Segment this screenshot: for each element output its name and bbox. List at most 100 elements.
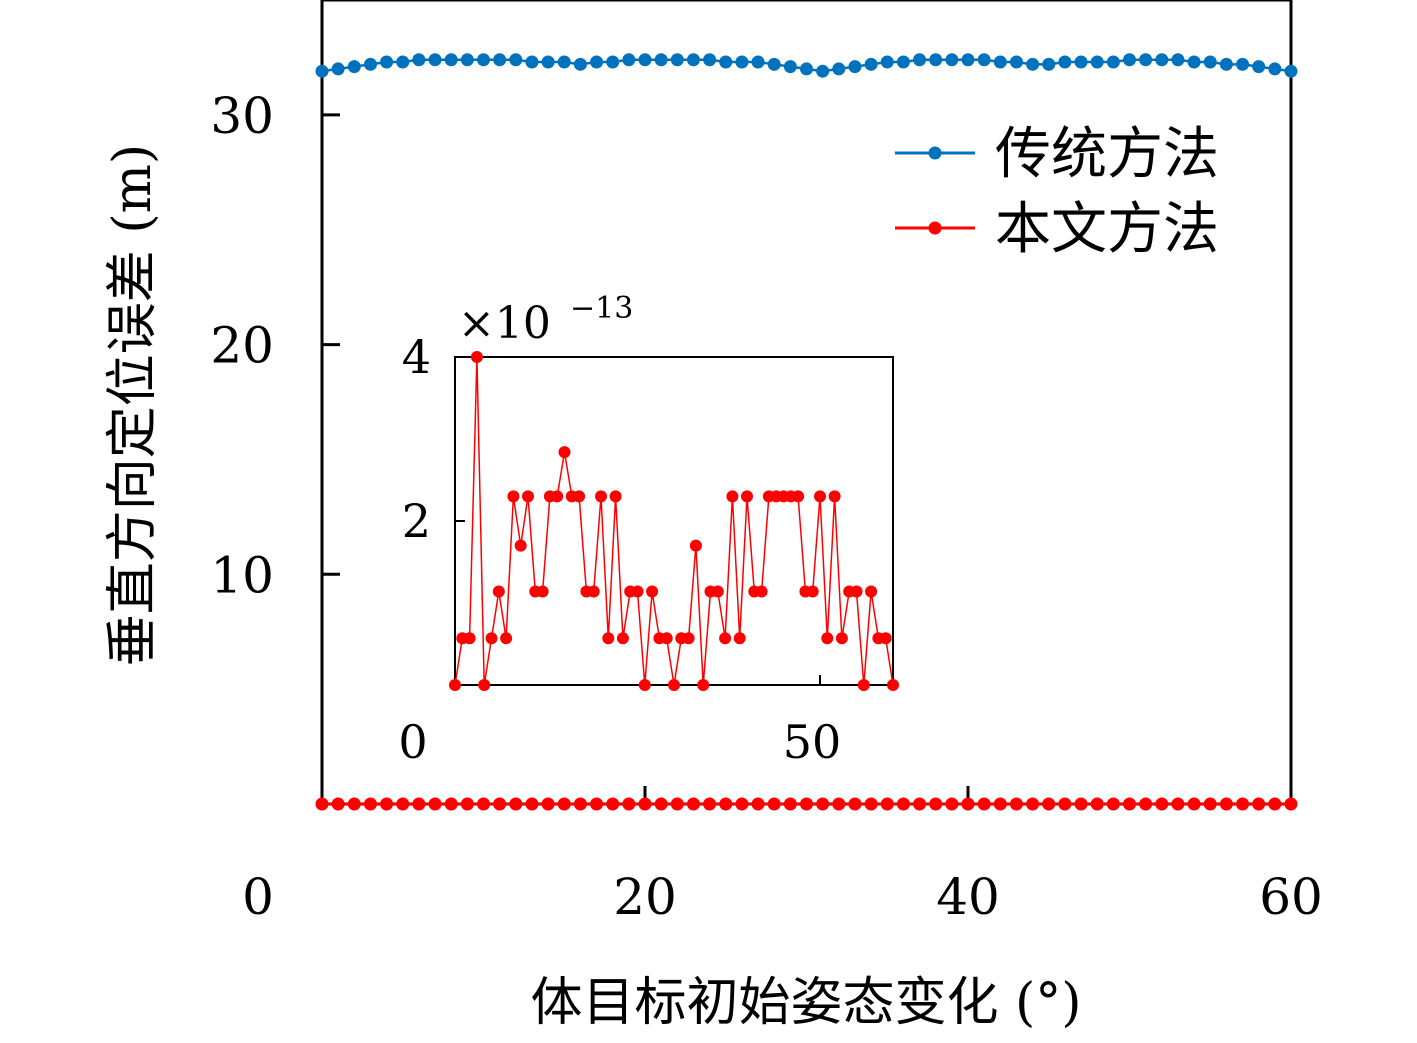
inset-data-point bbox=[536, 585, 549, 598]
inset-data-point bbox=[682, 632, 695, 645]
data-point bbox=[1139, 53, 1153, 67]
data-point bbox=[783, 60, 797, 74]
inset-data-point bbox=[463, 632, 476, 645]
data-point bbox=[638, 797, 652, 811]
data-point bbox=[1252, 60, 1266, 74]
inset-data-point bbox=[711, 585, 724, 598]
y-axis-label: 垂直方向定位误差 (m) bbox=[103, 144, 163, 666]
inset-data-point bbox=[558, 446, 571, 459]
data-point bbox=[525, 797, 539, 811]
inset-plot: 2 4 0 50 ×10 −13 bbox=[398, 291, 899, 769]
inset-x-tick-label: 0 bbox=[398, 715, 427, 769]
data-point bbox=[557, 797, 571, 811]
data-point bbox=[315, 797, 329, 811]
data-point bbox=[864, 57, 878, 71]
inset-data-point bbox=[470, 351, 483, 363]
data-point bbox=[331, 797, 345, 811]
data-point bbox=[1026, 797, 1040, 811]
data-point bbox=[380, 55, 394, 69]
data-point bbox=[1074, 55, 1088, 69]
data-point bbox=[315, 64, 329, 78]
inset-data-point bbox=[500, 632, 513, 645]
data-point bbox=[509, 53, 523, 67]
inset-data-point bbox=[660, 632, 673, 645]
data-point bbox=[1203, 797, 1217, 811]
inset-series-proposed bbox=[449, 351, 899, 691]
inset-data-point bbox=[821, 632, 834, 645]
inset-data-point bbox=[478, 679, 491, 691]
data-point bbox=[686, 797, 700, 811]
data-point bbox=[347, 60, 361, 74]
data-point bbox=[1219, 797, 1233, 811]
data-point bbox=[1284, 797, 1298, 811]
data-point bbox=[913, 797, 927, 811]
data-point bbox=[1106, 55, 1120, 69]
data-point bbox=[961, 797, 975, 811]
inset-data-point bbox=[595, 490, 607, 503]
data-point bbox=[816, 64, 830, 78]
inset-data-point bbox=[485, 632, 498, 645]
inset-data-point bbox=[638, 679, 651, 691]
inset-data-point bbox=[631, 585, 644, 598]
data-point bbox=[493, 797, 507, 811]
data-point bbox=[1090, 797, 1104, 811]
inset-data-point bbox=[697, 679, 710, 691]
data-point bbox=[783, 797, 797, 811]
data-point bbox=[800, 797, 813, 811]
data-point bbox=[719, 55, 733, 69]
data-point bbox=[1252, 797, 1266, 811]
inset-data-point bbox=[835, 632, 848, 645]
data-point bbox=[719, 797, 733, 811]
data-point bbox=[444, 797, 458, 811]
data-point bbox=[444, 53, 458, 67]
x-axis-label: 体目标初始姿态变化 (°) bbox=[530, 973, 1081, 1033]
inset-data-point bbox=[887, 679, 899, 691]
inset-data-point bbox=[792, 490, 805, 503]
data-point bbox=[751, 797, 765, 811]
inset-data-point bbox=[857, 679, 870, 691]
inset-data-point bbox=[828, 490, 841, 503]
x-tick-label: 0 bbox=[242, 868, 274, 926]
data-point bbox=[945, 797, 959, 811]
inset-x-tick-label: 50 bbox=[783, 715, 842, 769]
data-point bbox=[832, 797, 846, 811]
data-point bbox=[864, 797, 878, 811]
data-point bbox=[363, 797, 377, 811]
data-point bbox=[622, 53, 636, 67]
legend-swatch-marker bbox=[928, 221, 942, 235]
data-point bbox=[428, 797, 442, 811]
y-tick-label: 20 bbox=[210, 317, 274, 375]
data-point bbox=[331, 62, 345, 76]
data-point bbox=[929, 53, 943, 67]
data-point bbox=[347, 797, 361, 811]
data-point bbox=[929, 797, 943, 811]
data-point bbox=[654, 53, 668, 67]
data-point bbox=[1123, 53, 1136, 67]
data-point bbox=[412, 797, 426, 811]
data-point bbox=[993, 55, 1007, 69]
y-tick-label: 30 bbox=[210, 87, 274, 145]
data-point bbox=[1284, 64, 1298, 78]
data-point bbox=[557, 55, 571, 69]
data-point bbox=[606, 797, 620, 811]
inset-data-point bbox=[733, 632, 746, 645]
data-point bbox=[1203, 55, 1217, 69]
data-point bbox=[767, 797, 781, 811]
data-point bbox=[1236, 797, 1250, 811]
data-point bbox=[606, 55, 620, 69]
data-point bbox=[1058, 55, 1072, 69]
data-point bbox=[622, 797, 636, 811]
data-point bbox=[477, 53, 490, 67]
data-point bbox=[428, 53, 442, 67]
data-point bbox=[848, 797, 862, 811]
inset-data-point bbox=[587, 585, 600, 598]
data-point bbox=[880, 797, 894, 811]
inset-data-point bbox=[522, 490, 534, 503]
data-point bbox=[1123, 797, 1136, 811]
data-point bbox=[832, 62, 846, 76]
inset-data-point bbox=[646, 585, 659, 598]
legend-label: 传统方法 bbox=[995, 122, 1219, 187]
inset-data-point bbox=[514, 539, 527, 552]
data-point bbox=[654, 797, 668, 811]
inset-data-point bbox=[814, 490, 826, 503]
